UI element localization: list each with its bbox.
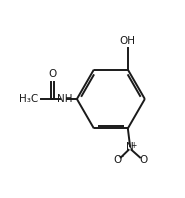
Text: +: + — [131, 141, 137, 150]
Text: O: O — [113, 155, 121, 165]
Text: N: N — [126, 142, 134, 152]
Text: O: O — [139, 155, 148, 165]
Text: NH: NH — [57, 94, 73, 104]
Text: OH: OH — [120, 36, 136, 46]
Text: −: − — [117, 152, 124, 161]
Text: H₃C: H₃C — [19, 94, 39, 104]
Text: O: O — [48, 69, 56, 79]
